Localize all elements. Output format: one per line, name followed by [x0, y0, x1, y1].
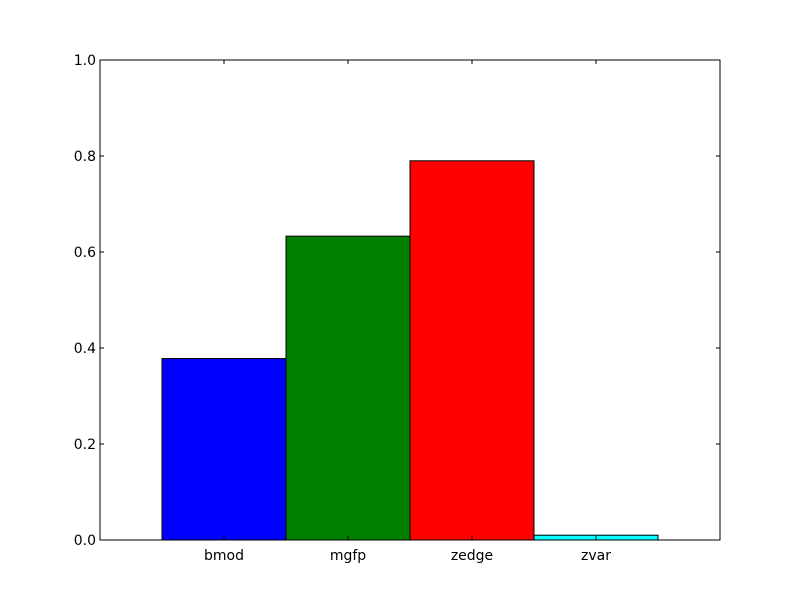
- bar-bmod: [161, 358, 287, 541]
- bar-zedge: [409, 160, 535, 541]
- x-tick-label: bmod: [204, 548, 244, 564]
- plot-frame: [99, 59, 721, 541]
- y-tick-label: 0.6: [74, 245, 96, 261]
- y-tick-label: 0.2: [74, 437, 96, 453]
- x-tick-label: mgfp: [330, 548, 366, 564]
- ticks-layer: [100, 59, 720, 541]
- y-tick-label: 1.0: [74, 53, 96, 69]
- y-tick-label: 0.8: [74, 149, 96, 165]
- x-tick-label: zedge: [451, 548, 493, 564]
- labels-layer: bmod mgfp zedge zvar 0.0 0.2 0.4 0.6 0.8 1.0: [74, 53, 611, 564]
- bars-layer: [161, 160, 659, 541]
- y-tick-label: 0.4: [74, 341, 96, 357]
- y-tick-label: 0.0: [74, 533, 96, 549]
- x-tick-label: zvar: [581, 548, 611, 564]
- bar-mgfp: [285, 235, 411, 541]
